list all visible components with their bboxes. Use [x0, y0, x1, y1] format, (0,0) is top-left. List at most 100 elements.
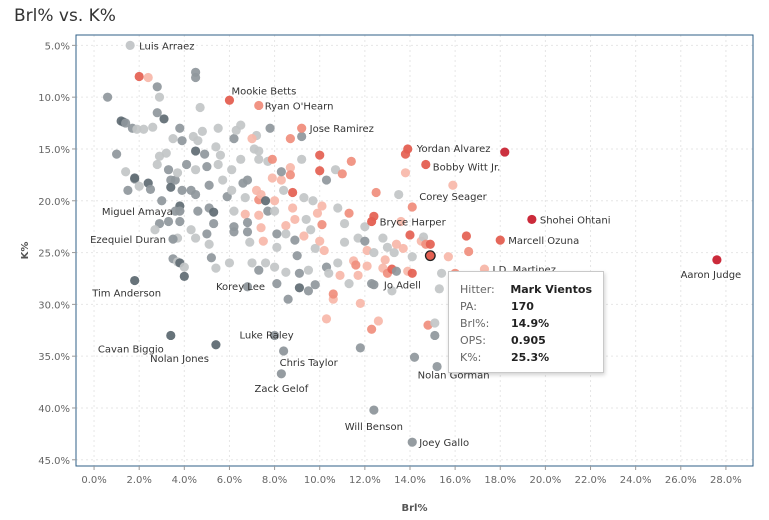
data-point[interactable] — [181, 159, 192, 170]
data-point[interactable] — [130, 173, 140, 183]
data-point[interactable] — [112, 149, 122, 159]
data-point[interactable] — [197, 126, 207, 136]
data-point[interactable] — [161, 148, 171, 158]
data-point[interactable] — [175, 216, 185, 227]
data-point[interactable] — [344, 279, 354, 289]
data-point[interactable] — [240, 209, 250, 219]
data-point[interactable] — [396, 216, 406, 227]
data-point-labeled[interactable] — [224, 95, 235, 105]
data-point[interactable] — [204, 239, 214, 249]
data-point[interactable] — [297, 154, 307, 164]
data-point[interactable] — [260, 258, 271, 268]
data-point[interactable] — [299, 193, 309, 203]
data-point[interactable] — [229, 227, 239, 237]
data-point-labeled[interactable] — [297, 123, 307, 133]
data-point[interactable] — [337, 169, 347, 179]
data-point[interactable] — [409, 352, 420, 362]
data-point[interactable] — [405, 230, 415, 240]
data-point[interactable] — [389, 247, 399, 258]
data-point[interactable] — [157, 196, 167, 206]
data-point[interactable] — [254, 146, 264, 156]
data-point[interactable] — [152, 108, 162, 118]
data-point-labeled[interactable] — [276, 369, 286, 379]
data-point-labeled[interactable] — [269, 330, 280, 341]
data-point[interactable] — [269, 196, 280, 206]
data-point-labeled[interactable] — [712, 255, 722, 265]
data-point[interactable] — [159, 114, 169, 124]
data-point-labeled[interactable] — [407, 437, 417, 447]
data-point[interactable] — [191, 146, 201, 156]
data-point[interactable] — [367, 324, 377, 334]
data-point[interactable] — [254, 210, 264, 220]
data-point-labeled[interactable] — [403, 144, 413, 154]
data-point[interactable] — [373, 316, 383, 326]
data-point[interactable] — [193, 206, 203, 216]
data-point[interactable] — [315, 166, 325, 176]
data-point[interactable] — [175, 123, 185, 133]
data-point[interactable] — [143, 72, 153, 83]
data-point[interactable] — [215, 150, 226, 160]
data-point[interactable] — [339, 218, 350, 229]
data-point[interactable] — [204, 180, 214, 190]
data-point[interactable] — [288, 187, 298, 198]
data-point[interactable] — [335, 270, 345, 280]
data-point[interactable] — [236, 120, 246, 130]
data-point[interactable] — [269, 206, 280, 216]
data-point[interactable] — [168, 134, 178, 144]
data-point-labeled[interactable] — [279, 346, 289, 356]
data-point[interactable] — [206, 253, 216, 263]
data-point-labeled[interactable] — [130, 275, 140, 286]
data-point[interactable] — [211, 263, 221, 273]
data-point[interactable] — [321, 314, 332, 324]
data-point[interactable] — [398, 243, 408, 254]
data-point[interactable] — [229, 206, 239, 216]
data-point[interactable] — [209, 207, 219, 217]
data-point[interactable] — [260, 196, 271, 206]
data-point[interactable] — [193, 136, 203, 146]
data-point[interactable] — [299, 231, 309, 241]
data-point[interactable] — [279, 185, 289, 196]
data-point[interactable] — [254, 154, 264, 164]
data-point[interactable] — [394, 189, 404, 200]
data-point[interactable] — [436, 268, 447, 278]
data-point[interactable] — [391, 239, 402, 249]
data-point[interactable] — [191, 72, 201, 83]
data-point-labeled[interactable] — [421, 159, 431, 170]
data-point-labeled[interactable] — [242, 282, 253, 292]
data-point[interactable] — [281, 221, 291, 231]
data-point[interactable] — [154, 92, 165, 102]
data-point[interactable] — [245, 237, 255, 247]
data-point[interactable] — [202, 161, 212, 172]
data-point[interactable] — [227, 165, 237, 175]
data-point[interactable] — [179, 262, 189, 272]
data-point[interactable] — [229, 134, 239, 144]
data-point[interactable] — [132, 124, 142, 134]
data-point[interactable] — [407, 268, 417, 278]
data-point-labeled[interactable] — [527, 214, 537, 225]
data-point[interactable] — [170, 175, 180, 185]
data-point[interactable] — [382, 242, 393, 252]
data-point-labeled[interactable] — [369, 405, 379, 415]
data-point[interactable] — [272, 242, 282, 252]
data-point[interactable] — [121, 118, 131, 128]
data-point[interactable] — [328, 289, 338, 299]
data-point[interactable] — [294, 268, 305, 278]
data-point-labeled[interactable] — [369, 280, 379, 290]
data-point[interactable] — [218, 175, 228, 185]
data-point[interactable] — [294, 283, 305, 293]
data-point[interactable] — [292, 251, 302, 261]
data-point[interactable] — [177, 136, 187, 146]
data-point[interactable] — [186, 225, 196, 235]
data-point[interactable] — [213, 159, 223, 170]
data-point[interactable] — [288, 203, 298, 213]
data-point[interactable] — [281, 267, 291, 277]
data-point[interactable] — [344, 208, 354, 218]
data-point[interactable] — [227, 185, 237, 196]
data-point-labeled[interactable] — [367, 216, 377, 227]
data-point-highlighted[interactable] — [424, 250, 436, 262]
data-point[interactable] — [324, 268, 334, 278]
data-point[interactable] — [242, 217, 253, 228]
data-point[interactable] — [240, 193, 250, 203]
data-point[interactable] — [276, 175, 286, 185]
data-point[interactable] — [166, 182, 176, 192]
